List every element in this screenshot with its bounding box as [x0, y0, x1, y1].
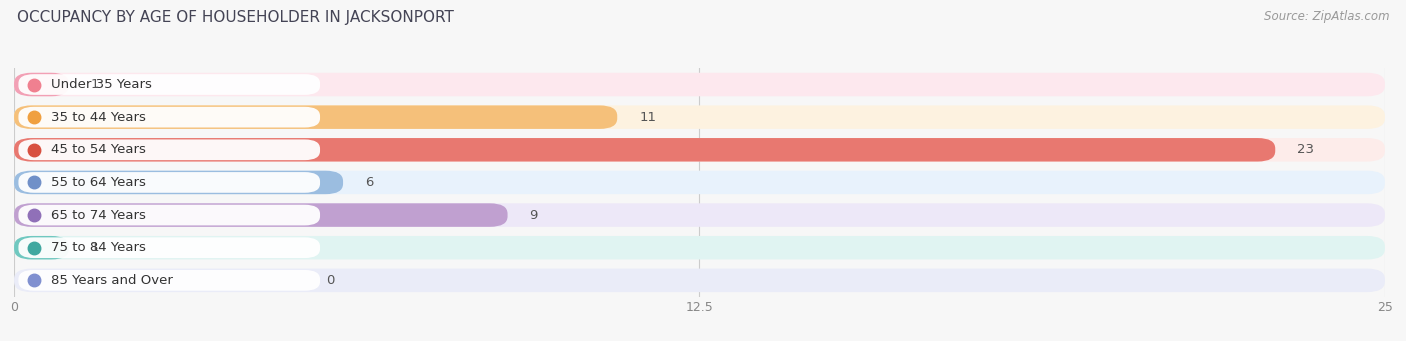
Text: 1: 1	[91, 241, 100, 254]
Text: Under 35 Years: Under 35 Years	[52, 78, 152, 91]
FancyBboxPatch shape	[14, 105, 1385, 129]
Text: 1: 1	[91, 78, 100, 91]
Text: 11: 11	[640, 111, 657, 124]
FancyBboxPatch shape	[14, 105, 617, 129]
FancyBboxPatch shape	[14, 236, 69, 260]
FancyBboxPatch shape	[14, 138, 1385, 162]
FancyBboxPatch shape	[14, 73, 69, 96]
FancyBboxPatch shape	[14, 73, 1385, 96]
FancyBboxPatch shape	[18, 107, 321, 128]
Text: 9: 9	[530, 209, 538, 222]
FancyBboxPatch shape	[14, 269, 1385, 292]
FancyBboxPatch shape	[18, 172, 321, 193]
FancyBboxPatch shape	[14, 203, 1385, 227]
FancyBboxPatch shape	[14, 203, 508, 227]
FancyBboxPatch shape	[18, 139, 321, 160]
Text: 45 to 54 Years: 45 to 54 Years	[52, 143, 146, 156]
FancyBboxPatch shape	[18, 74, 321, 95]
FancyBboxPatch shape	[14, 138, 1275, 162]
FancyBboxPatch shape	[18, 270, 321, 291]
FancyBboxPatch shape	[14, 236, 1385, 260]
FancyBboxPatch shape	[18, 237, 321, 258]
Text: 75 to 84 Years: 75 to 84 Years	[52, 241, 146, 254]
FancyBboxPatch shape	[18, 205, 321, 225]
FancyBboxPatch shape	[14, 171, 343, 194]
Text: 65 to 74 Years: 65 to 74 Years	[52, 209, 146, 222]
FancyBboxPatch shape	[14, 171, 1385, 194]
Text: 0: 0	[326, 274, 335, 287]
Text: 55 to 64 Years: 55 to 64 Years	[52, 176, 146, 189]
Text: Source: ZipAtlas.com: Source: ZipAtlas.com	[1264, 10, 1389, 23]
Text: OCCUPANCY BY AGE OF HOUSEHOLDER IN JACKSONPORT: OCCUPANCY BY AGE OF HOUSEHOLDER IN JACKS…	[17, 10, 454, 25]
Text: 6: 6	[366, 176, 374, 189]
Text: 23: 23	[1298, 143, 1315, 156]
Text: 85 Years and Over: 85 Years and Over	[52, 274, 173, 287]
Text: 35 to 44 Years: 35 to 44 Years	[52, 111, 146, 124]
